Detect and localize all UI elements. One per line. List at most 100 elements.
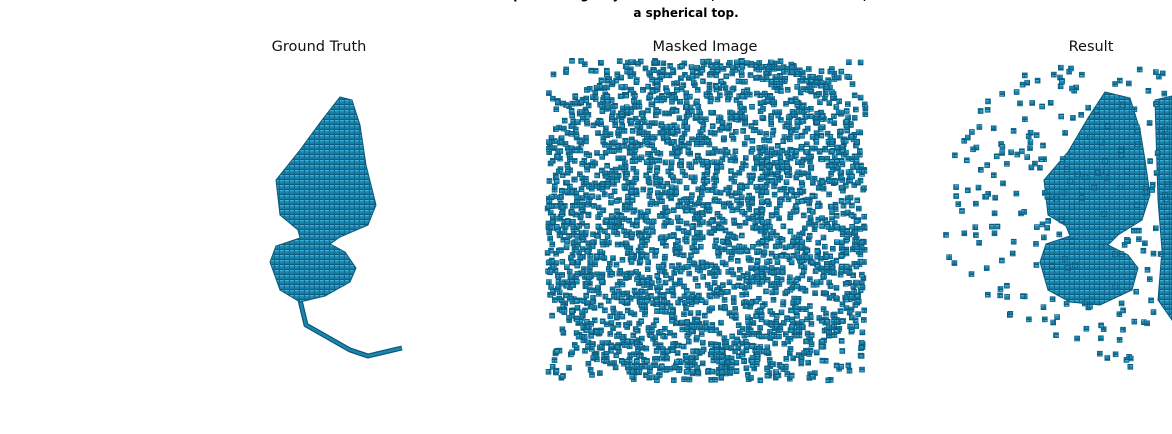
voxel (1004, 282, 1010, 289)
voxel (660, 67, 667, 73)
voxel (761, 348, 767, 355)
voxel (675, 342, 682, 349)
voxel (643, 172, 650, 179)
voxel (827, 134, 834, 140)
voxel (820, 306, 827, 312)
voxel (721, 135, 728, 141)
voxel (778, 88, 784, 94)
voxel (694, 266, 701, 273)
voxel (621, 206, 628, 212)
voxel (608, 116, 615, 122)
voxel (562, 188, 569, 195)
voxel (550, 71, 557, 78)
voxel (773, 289, 779, 295)
voxel (596, 344, 603, 351)
voxel (567, 274, 574, 281)
voxel (560, 329, 567, 336)
voxel (1039, 103, 1045, 110)
voxel (842, 296, 849, 303)
voxel (808, 165, 814, 172)
voxel (787, 97, 794, 104)
voxel (768, 121, 775, 127)
voxel (569, 57, 575, 64)
voxel (583, 176, 589, 182)
voxel (1087, 134, 1093, 140)
voxel (659, 304, 666, 310)
voxel (687, 104, 694, 111)
voxel (733, 359, 740, 366)
voxel (663, 242, 669, 249)
voxel (637, 342, 644, 349)
voxel (697, 236, 703, 242)
voxel (782, 331, 789, 337)
voxel (851, 92, 858, 99)
voxel (611, 139, 618, 146)
voxel (1042, 316, 1048, 323)
voxel (755, 241, 762, 247)
voxel (596, 329, 603, 336)
voxel (809, 192, 816, 199)
voxel (1112, 284, 1118, 290)
voxel (842, 119, 849, 126)
voxel (713, 189, 719, 196)
voxel (556, 247, 563, 254)
voxel (707, 285, 714, 291)
voxel (730, 295, 737, 301)
voxel (622, 137, 629, 144)
voxel (699, 126, 706, 133)
voxel (780, 299, 787, 306)
voxel (655, 287, 661, 294)
voxel (649, 223, 655, 230)
voxel (553, 224, 560, 230)
voxel (610, 293, 617, 300)
voxel (647, 364, 654, 371)
voxel (679, 319, 685, 326)
voxel (563, 244, 570, 251)
voxel (744, 371, 751, 378)
voxel (654, 168, 660, 174)
voxel (606, 148, 613, 154)
voxel (817, 99, 823, 105)
voxel (1004, 161, 1010, 167)
voxel (771, 281, 777, 287)
voxel (596, 274, 603, 281)
voxel (597, 118, 604, 124)
voxel (1136, 236, 1142, 242)
voxel (838, 198, 845, 204)
voxel (632, 146, 639, 153)
voxel (1112, 81, 1118, 87)
voxel (748, 265, 754, 272)
voxel (774, 143, 781, 149)
voxel (719, 216, 726, 223)
voxel (664, 348, 671, 354)
voxel (758, 157, 765, 163)
voxel (682, 72, 688, 78)
voxel (698, 297, 705, 304)
voxel (614, 177, 621, 183)
voxel (623, 232, 629, 238)
voxel (772, 340, 778, 347)
voxel (845, 362, 852, 369)
voxel (732, 129, 739, 135)
voxel (599, 186, 606, 193)
voxel (861, 168, 868, 174)
voxel (552, 126, 559, 132)
voxel (675, 225, 682, 232)
voxel (653, 317, 660, 324)
voxel (585, 112, 592, 118)
voxel (777, 199, 783, 205)
voxel (633, 222, 639, 229)
voxel (577, 147, 584, 154)
voxel (669, 318, 675, 324)
voxel (730, 271, 737, 278)
voxel (810, 374, 816, 380)
voxel (807, 215, 814, 221)
voxel (576, 201, 583, 208)
voxel (575, 119, 581, 125)
voxel (813, 349, 820, 356)
voxel (799, 162, 805, 168)
voxel (700, 219, 706, 225)
voxel (855, 179, 861, 186)
voxel (824, 155, 831, 162)
voxel (1154, 150, 1161, 156)
